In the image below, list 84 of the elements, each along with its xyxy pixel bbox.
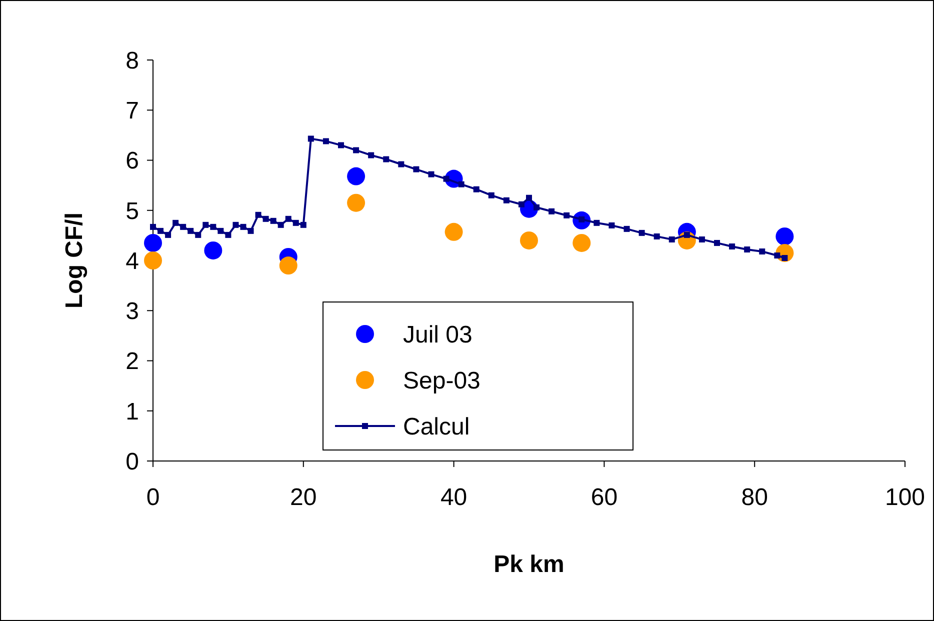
x-tick-label: 20 (290, 484, 317, 511)
point (503, 197, 510, 204)
point (774, 252, 780, 258)
point (285, 216, 292, 222)
point (564, 212, 570, 218)
point (248, 228, 254, 234)
point (458, 181, 464, 188)
x-tick-label: 0 (146, 484, 160, 511)
point (608, 222, 615, 228)
point (526, 194, 532, 201)
point (572, 234, 591, 252)
point (729, 243, 736, 250)
point (144, 234, 162, 252)
point (684, 232, 690, 238)
point (195, 232, 202, 238)
y-axis-title: Log CF/l (61, 212, 88, 308)
point (255, 212, 262, 218)
point (714, 240, 720, 246)
y-tick-label: 0 (126, 448, 139, 476)
y-tick-label: 8 (126, 47, 139, 74)
point (144, 252, 162, 270)
point (204, 241, 222, 260)
point (638, 230, 645, 236)
point (668, 236, 675, 242)
point (278, 222, 284, 228)
point (398, 161, 404, 168)
point (624, 226, 630, 232)
point (776, 227, 794, 246)
point (202, 222, 209, 228)
point (338, 142, 344, 148)
point (368, 152, 374, 158)
point (225, 232, 232, 238)
point (172, 220, 179, 226)
point (443, 176, 450, 182)
point (782, 254, 788, 261)
point (428, 171, 434, 178)
x-tick-label: 100 (884, 484, 926, 511)
point (308, 136, 314, 142)
x-tick-label: 40 (440, 484, 468, 511)
x-axis-title: Pk km (494, 551, 564, 578)
point (654, 233, 660, 240)
point (158, 228, 164, 234)
point (518, 201, 524, 208)
point (279, 256, 298, 275)
point (218, 228, 224, 234)
point (594, 220, 600, 226)
point (383, 156, 390, 162)
point (188, 228, 194, 234)
y-tick-label: 5 (126, 198, 139, 225)
point (262, 216, 269, 222)
y-tick-label: 4 (126, 248, 139, 275)
point (353, 147, 360, 154)
point (413, 166, 420, 172)
x-tick-label: 60 (590, 484, 618, 511)
point (759, 248, 766, 254)
y-tick-label: 7 (126, 98, 139, 125)
y-tick-label: 2 (126, 348, 139, 376)
point (150, 224, 156, 230)
point (698, 236, 705, 242)
point (240, 224, 246, 230)
legend-label: Sep-03 (403, 367, 480, 394)
point (322, 138, 329, 144)
point (534, 204, 540, 210)
legend-label: Juil 03 (403, 321, 472, 348)
y-tick-label: 1 (126, 398, 139, 426)
y-tick-label: 3 (126, 298, 139, 326)
point (548, 208, 555, 214)
point (347, 167, 366, 186)
point (473, 186, 480, 192)
point (347, 194, 366, 212)
point (210, 224, 216, 230)
point (270, 218, 276, 224)
point (232, 222, 239, 228)
point (292, 220, 299, 226)
legend-label: Calcul (403, 413, 470, 440)
point (165, 232, 172, 238)
point (180, 224, 186, 230)
point (488, 192, 494, 198)
x-tick-label: 80 (741, 484, 768, 511)
y-tick-label: 6 (126, 148, 139, 175)
point (300, 222, 306, 228)
point (520, 231, 538, 250)
point (744, 246, 750, 252)
point (444, 222, 463, 241)
